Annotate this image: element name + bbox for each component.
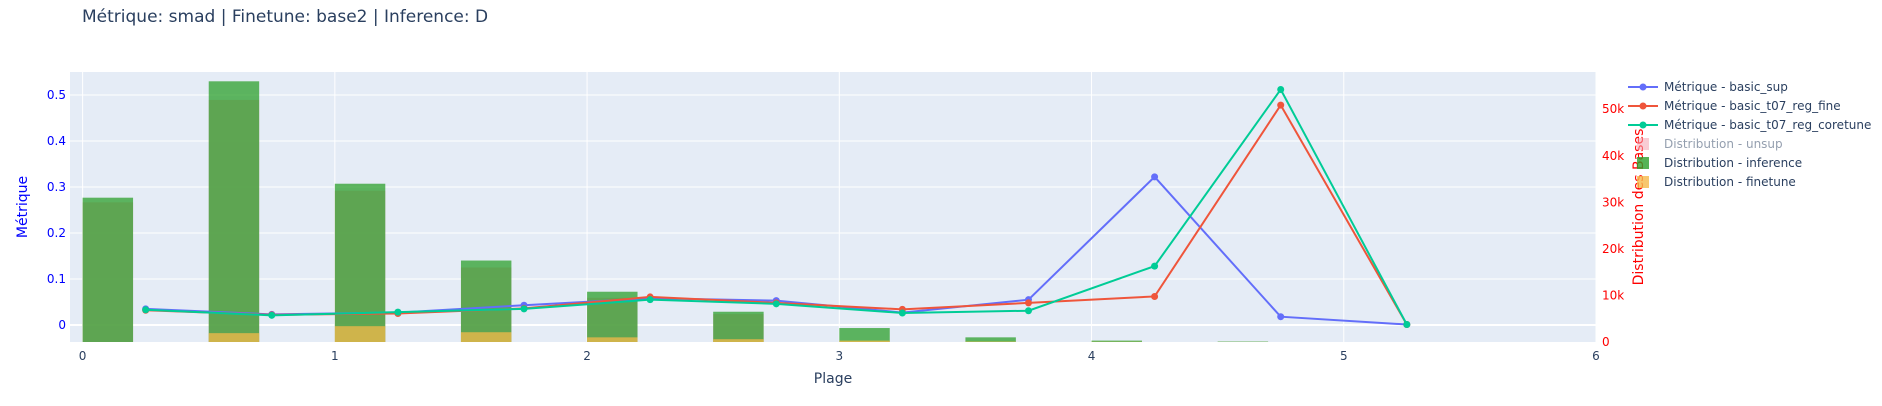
y-left-axis-ticks: 0 0.1 0.2 0.3 0.4 0.5	[47, 88, 66, 332]
series-point	[142, 306, 150, 314]
bar	[587, 337, 638, 342]
bar	[334, 326, 386, 342]
series-point	[646, 296, 654, 304]
series-point	[1151, 262, 1159, 270]
x-axis-ticks: 0 1 2 3 4 5 6	[79, 349, 1600, 363]
legend: Métrique - basic_sup Métrique - basic_t07…	[1628, 80, 1871, 189]
y-left-tick-label: 0.2	[47, 226, 66, 240]
y-right-tick-label: 40k	[1602, 149, 1624, 163]
x-tick-label: 5	[1340, 349, 1348, 363]
y-right-tick-label: 30k	[1602, 195, 1624, 209]
series-point	[394, 308, 402, 316]
y-right-tick-label: 50k	[1602, 102, 1624, 116]
series-point	[520, 305, 528, 313]
x-tick-label: 3	[835, 349, 843, 363]
series-point	[1151, 292, 1159, 300]
bar	[208, 81, 260, 342]
bar	[82, 197, 134, 342]
series-point	[1151, 173, 1159, 181]
x-tick-label: 1	[331, 349, 339, 363]
series-point	[772, 300, 780, 308]
legend-label: Distribution - finetune	[1664, 175, 1796, 189]
series-point	[1024, 307, 1032, 315]
y-left-tick-label: 0	[58, 318, 66, 332]
series-point	[1277, 85, 1285, 93]
y-left-tick-label: 0.4	[47, 134, 66, 148]
legend-label: Métrique - basic_sup	[1664, 80, 1788, 94]
bar	[713, 311, 764, 342]
series-point	[268, 311, 276, 319]
legend-bar-swatch	[1637, 138, 1649, 150]
y-left-tick-label: 0.5	[47, 88, 66, 102]
bar	[460, 332, 512, 342]
y-right-axis-ticks: 0 10k 20k 30k 40k 50k	[1602, 102, 1624, 349]
bar	[839, 328, 890, 342]
y-left-tick-label: 0.1	[47, 272, 66, 286]
series-point	[1024, 299, 1032, 307]
bar	[1091, 340, 1142, 342]
legend-marker	[1639, 83, 1647, 91]
bar	[965, 337, 1016, 342]
plot-background	[70, 72, 1596, 342]
legend-label: Distribution - unsup	[1664, 137, 1783, 151]
gridlines	[70, 72, 1597, 342]
legend-label: Métrique - basic_t07_reg_coretune	[1664, 118, 1871, 132]
y-right-tick-label: 20k	[1602, 242, 1624, 256]
legend-marker	[1639, 102, 1647, 110]
y-right-tick-label: 10k	[1602, 288, 1624, 302]
y-left-axis-title: Métrique	[15, 176, 31, 238]
x-axis-title: Plage	[814, 371, 852, 387]
bars-layer	[82, 81, 1269, 343]
series-point	[1277, 313, 1285, 321]
bar	[460, 260, 512, 342]
legend-bar-swatch	[1637, 157, 1649, 169]
lines-layer	[142, 85, 1411, 329]
series-point	[1277, 101, 1285, 109]
x-tick-label: 6	[1592, 349, 1600, 363]
y-left-tick-label: 0.3	[47, 180, 66, 194]
y-right-axis-title: Distribution des Bases	[1631, 129, 1647, 286]
y-right-tick-label: 0	[1602, 335, 1610, 349]
x-tick-label: 2	[583, 349, 591, 363]
bar	[208, 333, 260, 342]
bar	[839, 340, 890, 342]
series-point	[1403, 321, 1411, 329]
bar	[334, 183, 386, 342]
chart-title: Métrique: smad | Finetune: base2 | Infer…	[82, 7, 488, 27]
legend-marker	[1639, 121, 1647, 129]
x-tick-label: 0	[79, 349, 87, 363]
series-point	[898, 309, 906, 317]
legend-label: Métrique - basic_t07_reg_fine	[1664, 99, 1841, 113]
bar	[713, 339, 764, 342]
x-tick-label: 4	[1088, 349, 1096, 363]
legend-bar-swatch	[1637, 176, 1649, 188]
legend-label: Distribution - inference	[1664, 156, 1802, 170]
